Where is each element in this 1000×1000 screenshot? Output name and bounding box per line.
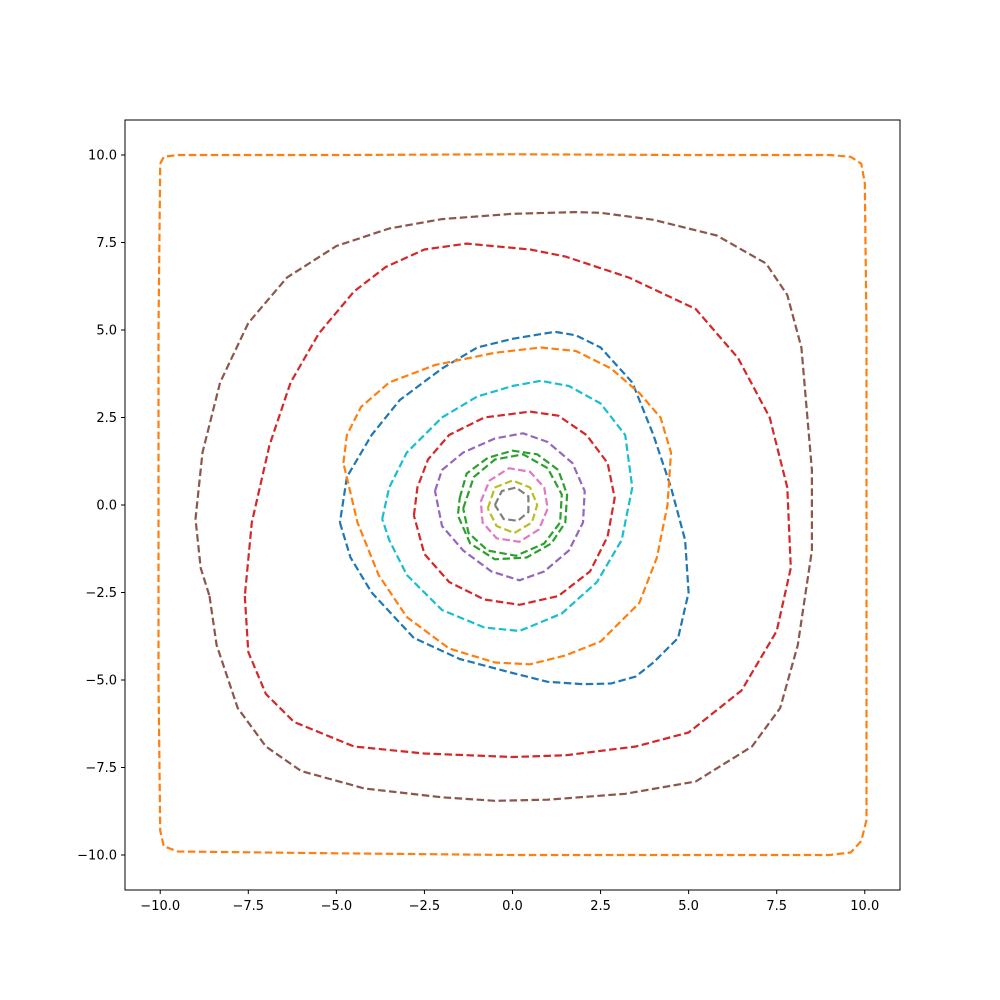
y-tick-label: 5.0 — [96, 324, 117, 339]
x-tick-label: 10.0 — [850, 899, 879, 914]
x-tick-label: −2.5 — [409, 899, 441, 914]
x-tick-label: −7.5 — [233, 899, 265, 914]
x-axis: −10.0 −7.5 −5.0 −2.5 0.0 2.5 5.0 7.5 10.0 — [140, 890, 879, 914]
y-tick-label: 2.5 — [96, 411, 117, 426]
x-tick-label: −10.0 — [140, 899, 180, 914]
y-tick-label: −7.5 — [85, 761, 117, 776]
y-tick-label: 0.0 — [96, 499, 117, 514]
x-tick-label: 7.5 — [766, 899, 787, 914]
contour-line-6 — [381, 379, 634, 633]
y-tick-label: −10.0 — [77, 849, 117, 864]
x-tick-label: 2.5 — [590, 899, 611, 914]
y-tick-label: −2.5 — [85, 586, 117, 601]
y-tick-label: 7.5 — [96, 236, 117, 251]
contour-line-7 — [412, 410, 616, 606]
contour-line-2 — [194, 211, 813, 802]
y-tick-label: −5.0 — [85, 674, 117, 689]
x-tick-label: −5.0 — [321, 899, 353, 914]
curves-layer — [157, 153, 868, 857]
contour-line-9 — [456, 449, 569, 561]
contour-line-3 — [243, 242, 792, 759]
contour-line-8 — [433, 432, 586, 582]
y-axis: 10.0 7.5 5.0 2.5 0.0 −2.5 −5.0 −7.5 −10.0 — [77, 149, 125, 864]
contour-line-13 — [493, 486, 530, 522]
x-tick-label: 5.0 — [678, 899, 699, 914]
contour-line-1 — [157, 153, 868, 857]
y-tick-label: 10.0 — [88, 149, 117, 164]
contour-line-5 — [342, 346, 673, 666]
axes-frame — [124, 119, 901, 891]
x-tick-label: 0.0 — [502, 899, 523, 914]
contour-line-12 — [486, 479, 539, 535]
contour-line-10 — [462, 453, 563, 557]
contour-line-11 — [479, 467, 549, 543]
